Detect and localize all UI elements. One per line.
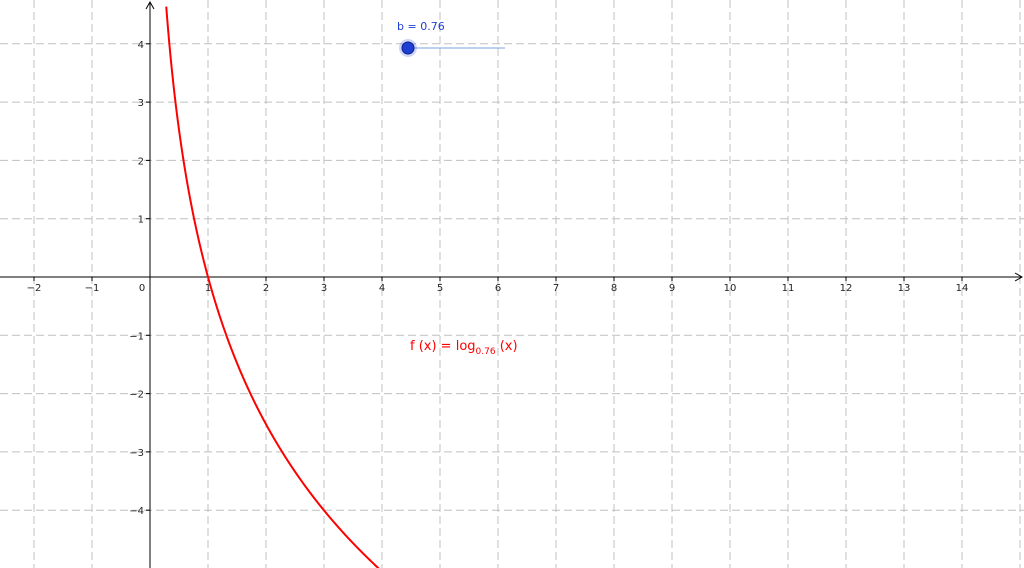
x-tick-label: 1 xyxy=(205,283,211,294)
y-tick-label: −3 xyxy=(129,448,144,459)
x-tick-label: 6 xyxy=(495,283,501,294)
x-tick-label: 8 xyxy=(611,283,617,294)
x-tick-label: 14 xyxy=(956,283,969,294)
x-tick-label: 2 xyxy=(263,283,269,294)
x-tick-label: −2 xyxy=(27,283,42,294)
x-tick-label: 13 xyxy=(898,283,911,294)
function-base: 0.76 xyxy=(475,347,496,357)
y-tick-label: 1 xyxy=(138,215,144,226)
function-arg: (x) xyxy=(495,339,518,354)
y-tick-label: 4 xyxy=(138,40,144,51)
x-tick-label: 11 xyxy=(782,283,795,294)
y-tick-label: −4 xyxy=(129,506,144,517)
slider-name: b xyxy=(397,20,404,33)
function-graph[interactable] xyxy=(165,6,380,568)
function-label[interactable]: f (x) = log0.76 (x) xyxy=(410,339,518,357)
x-tick-label: 0 xyxy=(139,283,145,294)
slider-label[interactable]: b = 0.76 xyxy=(397,20,445,33)
y-tick-label: −1 xyxy=(129,331,144,342)
x-axis-arrow xyxy=(1014,272,1024,282)
slider-b[interactable] xyxy=(399,39,505,57)
x-tick-label: 3 xyxy=(321,283,327,294)
y-tick-label: −2 xyxy=(129,390,144,401)
function-log: log xyxy=(455,339,476,354)
x-tick-label: 7 xyxy=(553,283,559,294)
slider-value: 0.76 xyxy=(420,20,445,33)
x-tick-label: 12 xyxy=(840,283,853,294)
slider-equals: = xyxy=(403,20,421,33)
function-lhs: f (x) = xyxy=(410,339,456,354)
x-tick-label: 5 xyxy=(437,283,443,294)
slider-point-icon[interactable] xyxy=(401,41,415,55)
x-tick-label: 10 xyxy=(724,283,737,294)
x-tick-label: −1 xyxy=(85,283,100,294)
y-axis-arrow xyxy=(145,0,155,10)
function-curve[interactable] xyxy=(165,6,380,568)
x-tick-label: 4 xyxy=(379,283,385,294)
x-tick-label: 9 xyxy=(669,283,675,294)
y-tick-label: 2 xyxy=(138,156,144,167)
y-tick-label: 3 xyxy=(138,98,144,109)
